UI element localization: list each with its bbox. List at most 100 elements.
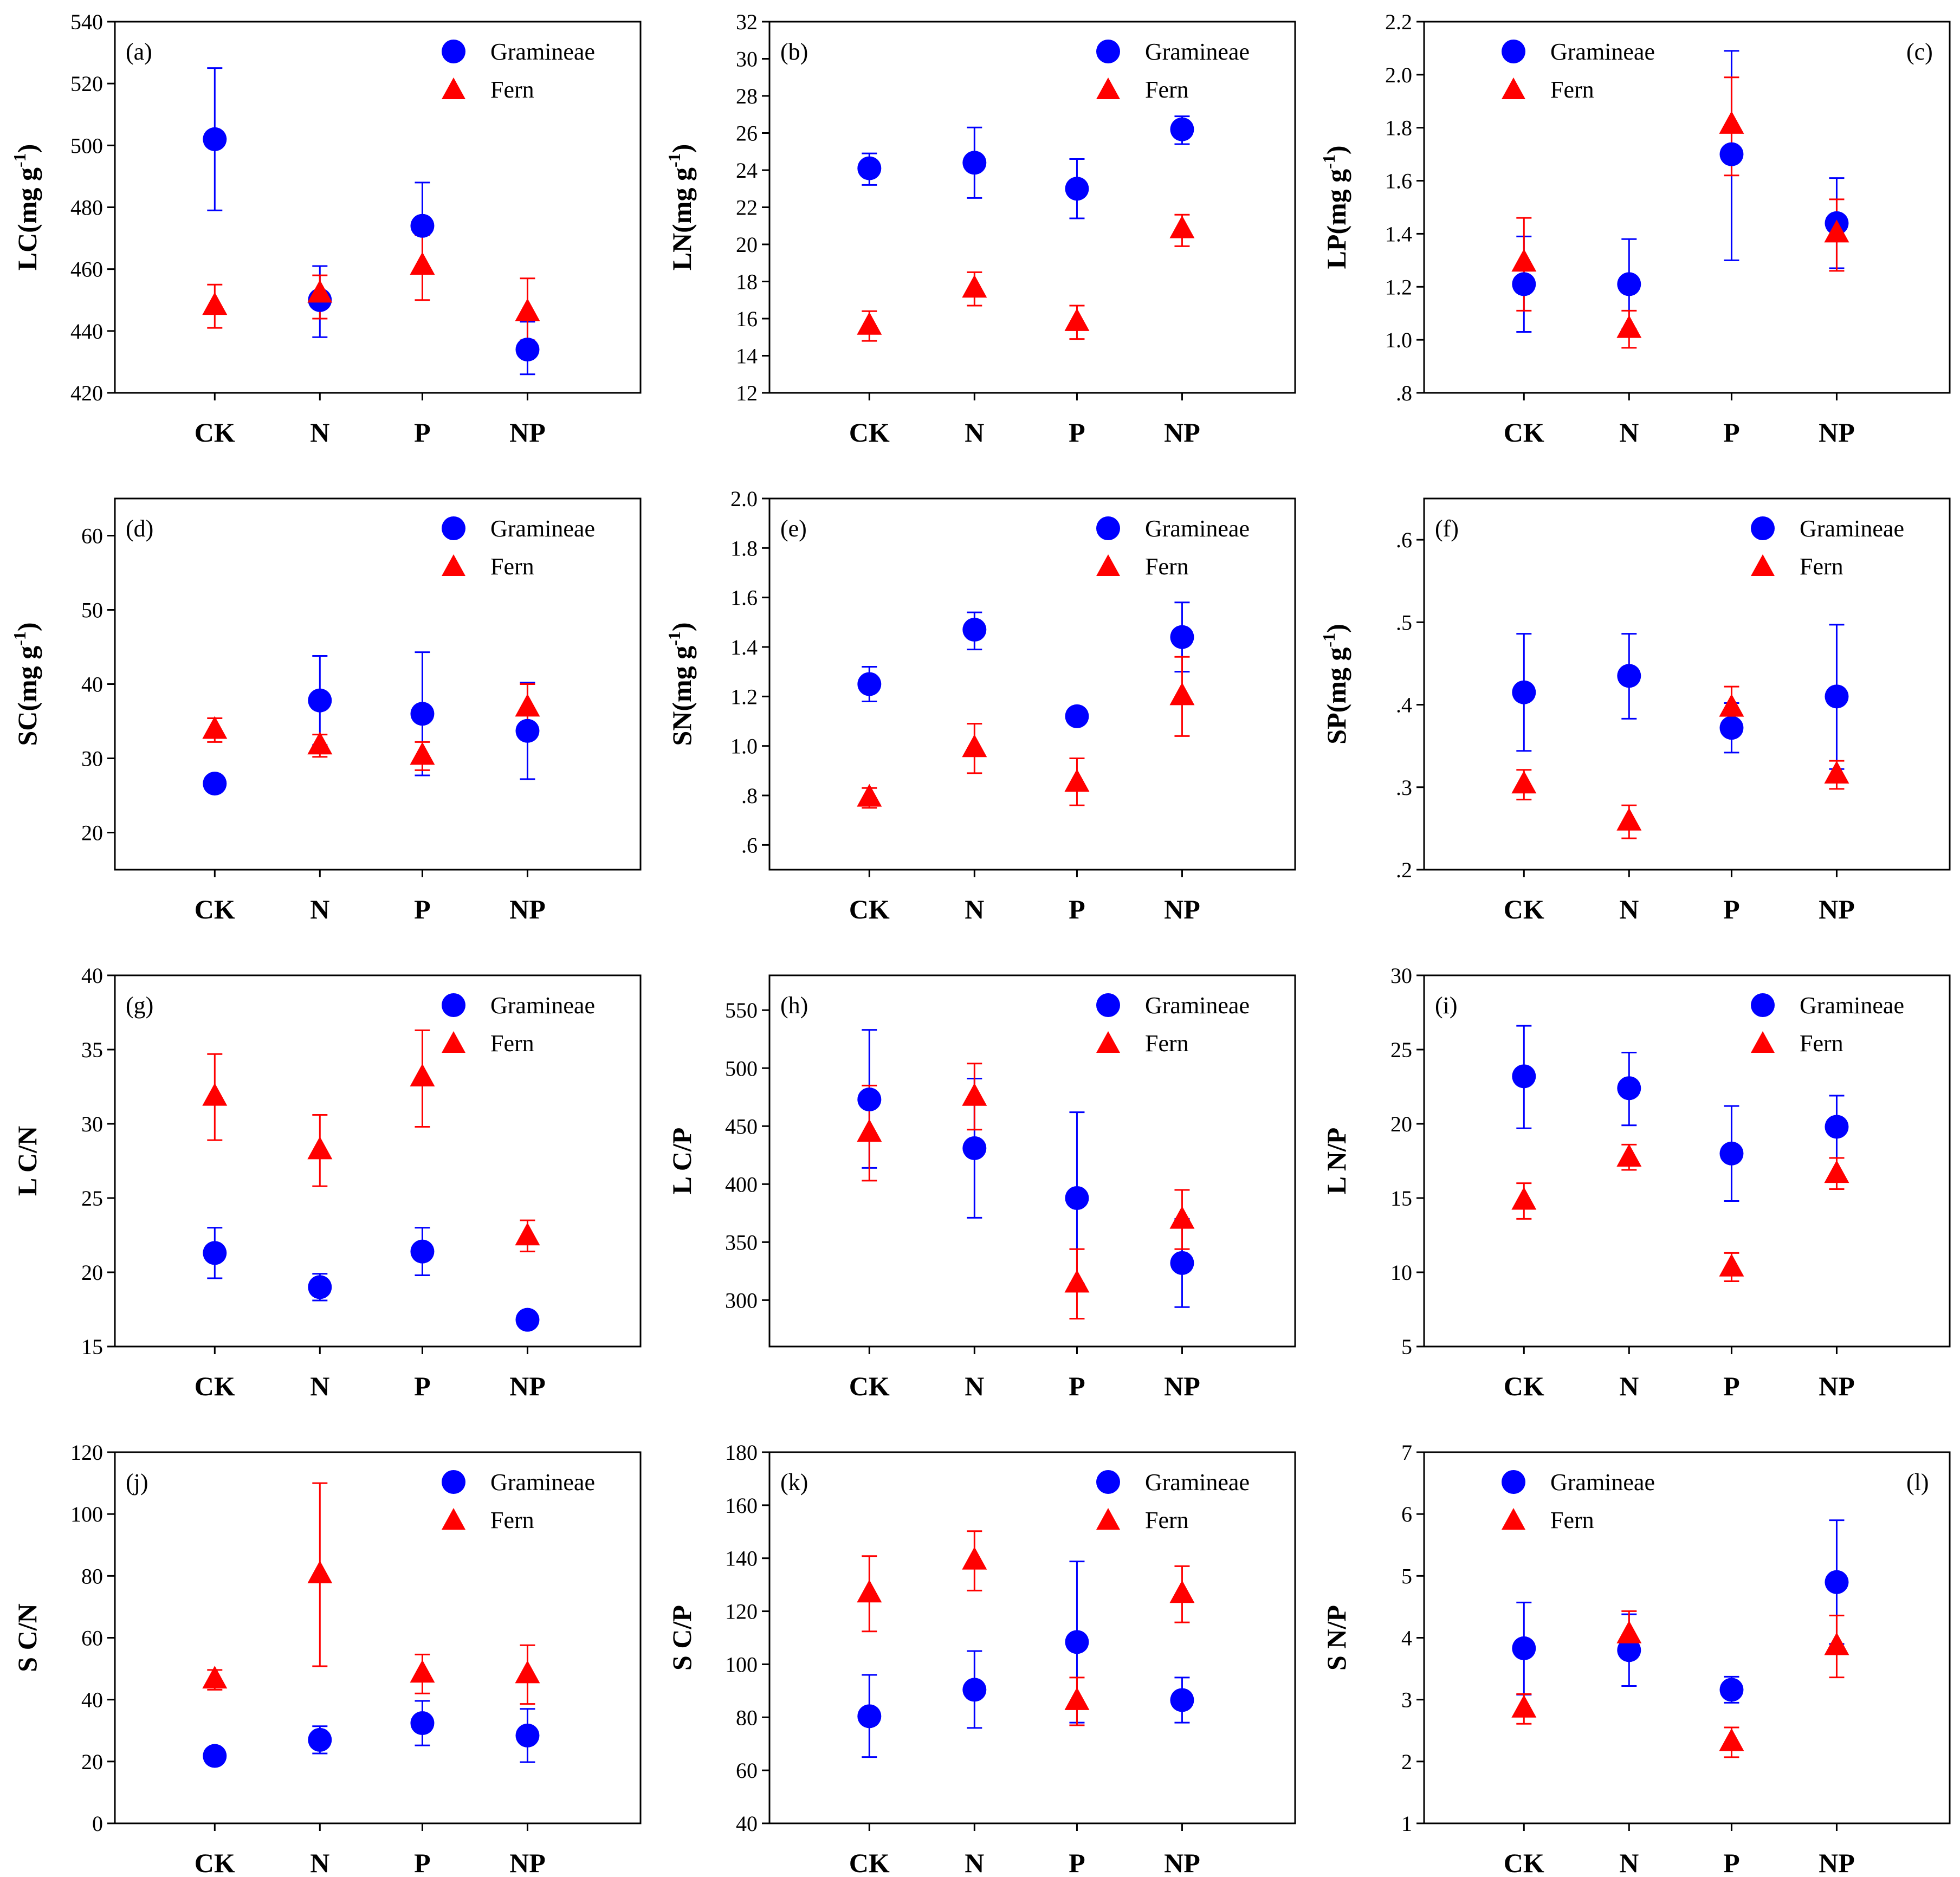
legend-label-fern: Fern <box>1145 1507 1189 1533</box>
legend-label-fern: Fern <box>1145 1030 1189 1057</box>
y-tick-label: 1.8 <box>1385 116 1412 140</box>
data-point-gramineae <box>1719 1141 1744 1166</box>
y-tick-label: 450 <box>725 1114 758 1138</box>
x-category-label: P <box>1723 1848 1740 1877</box>
data-point-fern <box>1616 807 1642 831</box>
legend-marker-fern <box>1502 1508 1525 1530</box>
plot-frame <box>768 21 1296 394</box>
x-category-label: CK <box>1504 1848 1544 1877</box>
legend-marker-gramineae <box>442 516 465 540</box>
legend-marker-gramineae <box>1096 516 1120 540</box>
data-point-fern <box>410 742 435 765</box>
y-axis-label: S C/N <box>12 1603 42 1672</box>
y-axis-label-superscript: -1 <box>664 631 684 646</box>
data-point-fern <box>1719 694 1744 717</box>
y-tick-label: 28 <box>736 84 758 108</box>
y-tick-label: 120 <box>725 1600 758 1624</box>
y-tick-label: .8 <box>1396 381 1412 405</box>
data-point-fern <box>1719 1253 1744 1277</box>
x-category-label: CK <box>195 1848 235 1877</box>
data-point-fern <box>1824 1632 1849 1655</box>
y-tick-label: 15 <box>1390 1186 1412 1211</box>
data-point-fern <box>1064 1270 1090 1293</box>
y-tick-label: 420 <box>70 381 103 405</box>
x-category-label: P <box>414 1371 431 1401</box>
legend-label-fern: Fern <box>1145 553 1189 580</box>
y-tick-label: 2.0 <box>1385 63 1412 87</box>
legend-label-gramineae: Gramineae <box>1145 992 1250 1019</box>
x-category-label: P <box>1723 417 1740 448</box>
x-category-label: CK <box>849 1371 890 1401</box>
y-tick-label: 5 <box>1401 1564 1412 1588</box>
data-point-fern <box>202 1666 228 1689</box>
y-tick-label: 26 <box>736 121 758 146</box>
x-category-label: NP <box>509 894 546 924</box>
y-tick-label: .4 <box>1396 693 1412 717</box>
data-point-fern <box>962 275 987 298</box>
data-point-fern <box>962 734 987 758</box>
y-axis-label-superscript: -1 <box>664 153 684 167</box>
x-category-label: P <box>1069 1848 1085 1877</box>
y-axis-label-main: SP(mg g <box>1321 648 1351 745</box>
data-point-gramineae <box>1512 1636 1536 1660</box>
x-category-label: CK <box>1504 417 1544 448</box>
data-point-fern <box>857 312 882 335</box>
data-point-fern <box>202 292 228 315</box>
x-category-label: NP <box>1164 1848 1200 1877</box>
legend-marker-fern <box>1096 554 1120 576</box>
y-tick-label: 140 <box>725 1546 758 1571</box>
y-tick-label: 25 <box>1390 1038 1412 1062</box>
data-point-gramineae <box>1825 1115 1849 1139</box>
y-axis-label: LP(mg g-1) <box>1319 145 1351 269</box>
data-point-gramineae <box>857 672 882 696</box>
y-tick-label: 20 <box>736 232 758 257</box>
y-tick-label: 40 <box>81 963 103 988</box>
y-axis-label: S N/P <box>1321 1605 1351 1671</box>
y-axis-label: L C/N <box>12 1126 42 1196</box>
y-axis-label-superscript: -1 <box>10 631 29 646</box>
y-tick-label: 80 <box>81 1564 103 1588</box>
y-axis-label-main: SC(mg g <box>12 646 42 746</box>
x-category-label: P <box>1069 417 1085 448</box>
data-point-fern <box>515 1660 540 1684</box>
legend-label-fern: Fern <box>490 553 534 580</box>
y-tick-label: 7 <box>1401 1440 1412 1465</box>
legend-label-fern: Fern <box>490 1030 534 1057</box>
x-category-label: CK <box>1504 1371 1544 1401</box>
data-point-fern <box>1511 771 1537 794</box>
y-tick-label: 60 <box>736 1758 758 1783</box>
y-tick-label: 0 <box>92 1811 103 1836</box>
data-point-fern <box>202 1083 228 1106</box>
data-point-fern <box>1824 219 1849 243</box>
plot-frame <box>114 1451 642 1824</box>
y-axis-label-close: ) <box>12 622 42 631</box>
x-category-label: N <box>965 417 984 448</box>
data-point-gramineae <box>308 1727 332 1752</box>
x-category-label: CK <box>849 417 890 448</box>
y-tick-label: 20 <box>1390 1112 1412 1136</box>
y-axis-label: L N/P <box>1321 1128 1351 1195</box>
data-point-fern <box>307 1136 333 1160</box>
y-axis-label-main: S N/P <box>1321 1605 1351 1671</box>
data-point-fern <box>1169 682 1195 706</box>
y-tick-label: 1.2 <box>730 684 758 709</box>
plot-frame <box>114 974 642 1348</box>
y-tick-label: 1.6 <box>1385 169 1412 193</box>
legend-marker-fern <box>442 1508 465 1530</box>
y-tick-label: 1.0 <box>1385 328 1412 352</box>
data-point-fern <box>1719 1728 1744 1751</box>
data-point-gramineae <box>308 1275 332 1299</box>
y-axis-label-close: ) <box>667 144 697 153</box>
y-tick-label: 540 <box>70 10 103 34</box>
x-category-label: P <box>1069 1371 1085 1401</box>
plot-frame <box>114 497 642 871</box>
panel-label: (i) <box>1435 992 1458 1019</box>
y-axis-label: SN(mg g-1) <box>664 622 697 746</box>
data-point-fern <box>1616 1620 1642 1643</box>
legend-marker-gramineae <box>1502 1470 1525 1494</box>
